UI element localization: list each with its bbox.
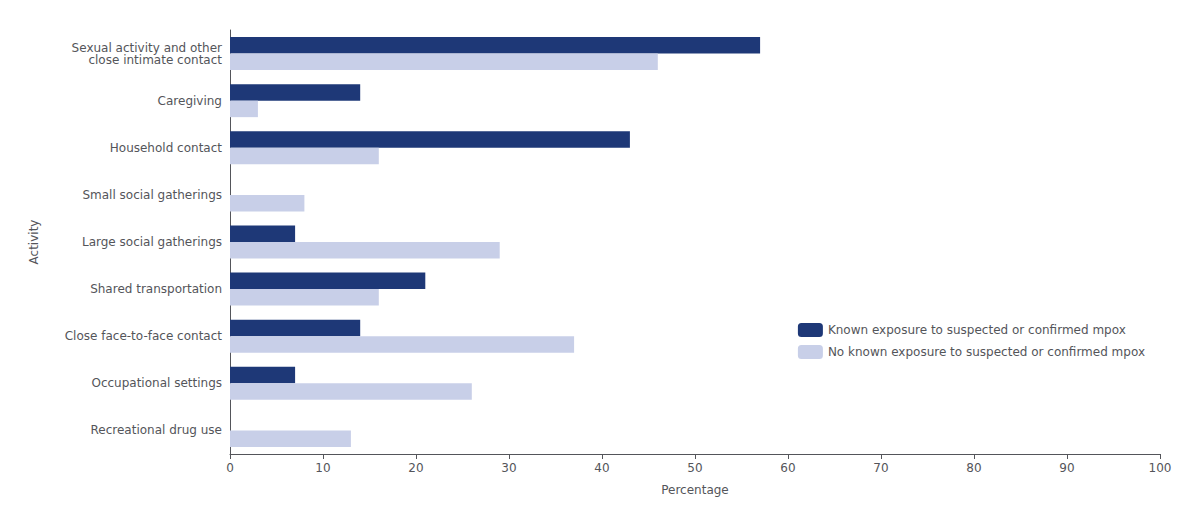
svg-text:20: 20 (408, 461, 423, 475)
svg-text:40: 40 (594, 461, 609, 475)
svg-text:Large social gatherings: Large social gatherings (82, 235, 222, 249)
svg-text:30: 30 (501, 461, 516, 475)
svg-text:0: 0 (226, 461, 234, 475)
svg-text:Shared transportation: Shared transportation (90, 282, 222, 296)
svg-text:Close face-to-face contact: Close face-to-face contact (65, 329, 223, 343)
svg-text:90: 90 (1059, 461, 1074, 475)
svg-text:50: 50 (687, 461, 702, 475)
svg-text:100: 100 (1149, 461, 1172, 475)
svg-text:Recreational drug use: Recreational drug use (90, 423, 222, 437)
svg-text:Sexual activity and other: Sexual activity and other (71, 40, 222, 55)
svg-text:10: 10 (315, 461, 330, 475)
svg-text:Activity: Activity (27, 220, 41, 265)
svg-text:70: 70 (873, 461, 888, 475)
svg-text:80: 80 (966, 461, 981, 475)
svg-text:Caregiving: Caregiving (158, 94, 222, 108)
svg-text:Occupational settings: Occupational settings (91, 376, 222, 390)
svg-text:Percentage: Percentage (661, 483, 729, 497)
svg-text:No known exposure to suspected: No known exposure to suspected or confir… (828, 345, 1145, 359)
svg-text:Known exposure to suspected or: Known exposure to suspected or confirmed… (828, 323, 1126, 337)
svg-text:60: 60 (780, 461, 795, 475)
svg-text:close intimate contact: close intimate contact (88, 53, 222, 67)
svg-text:Household contact: Household contact (110, 141, 223, 155)
svg-text:Small social gatherings: Small social gatherings (82, 188, 222, 202)
